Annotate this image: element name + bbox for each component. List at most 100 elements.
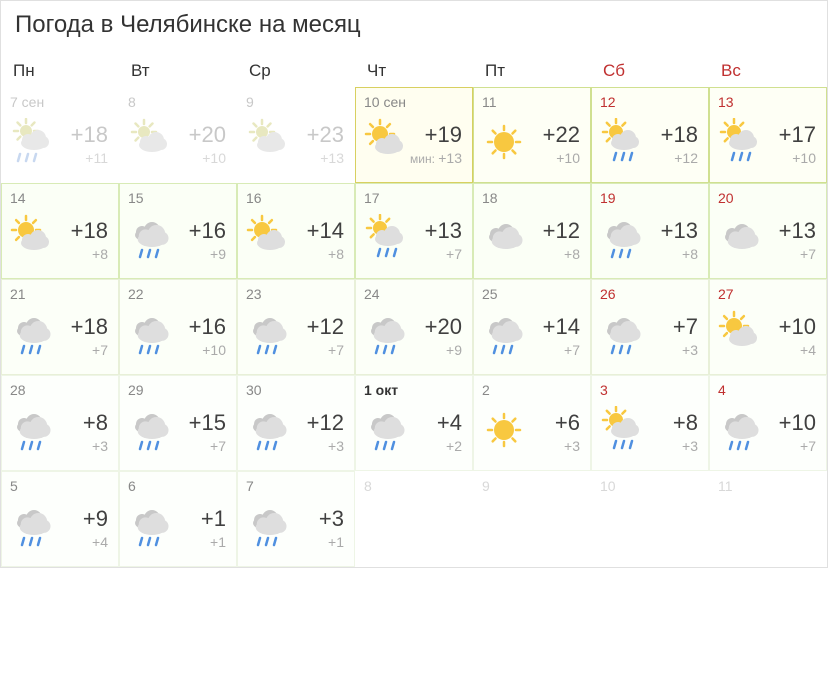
- calendar-day[interactable]: 9 +23 +13: [237, 87, 355, 183]
- calendar-day[interactable]: 30 +12+3: [237, 375, 355, 471]
- cloud-rain-icon: [8, 502, 56, 550]
- calendar-day[interactable]: 12 +18+12: [591, 87, 709, 183]
- calendar-day[interactable]: 25 +14+7: [473, 279, 591, 375]
- page-title: Погода в Челябинске на месяц: [1, 1, 827, 47]
- day-date: 22: [128, 286, 226, 302]
- calendar-day[interactable]: 27 +10+4: [709, 279, 827, 375]
- temp-low: +7: [779, 246, 816, 262]
- weekday-header: Сб: [591, 47, 709, 87]
- temp-high: +8: [673, 412, 698, 434]
- temp-low: +3: [83, 438, 108, 454]
- temp-low: +8: [661, 246, 698, 262]
- temp-high: +12: [307, 316, 344, 338]
- temp-low: +8: [71, 246, 108, 262]
- calendar-day[interactable]: 1 окт +4+2: [355, 375, 473, 471]
- day-date: 7: [246, 478, 344, 494]
- temp-high: +17: [779, 124, 816, 146]
- day-temps: +13+8: [661, 220, 698, 262]
- calendar-day[interactable]: 13 +17+10: [709, 87, 827, 183]
- temp-high: +20: [425, 316, 462, 338]
- sun-cloud-rain-icon: [362, 214, 410, 262]
- calendar-day[interactable]: 26 +7+3: [591, 279, 709, 375]
- calendar-day[interactable]: 4 +10+7: [709, 375, 827, 471]
- partly-rain-icon: [8, 118, 56, 166]
- calendar-day[interactable]: 29 +15+7: [119, 375, 237, 471]
- day-date: 26: [600, 286, 698, 302]
- day-date: 1 окт: [364, 382, 462, 398]
- day-temps: +17+10: [779, 124, 816, 166]
- day-temps: +8+3: [673, 412, 698, 454]
- calendar-day[interactable]: 6 +1+1: [119, 471, 237, 567]
- calendar-day[interactable]: 17 +13+7: [355, 183, 473, 279]
- temp-high: +3: [319, 508, 344, 530]
- day-date: 18: [482, 190, 580, 206]
- temp-high: +23: [307, 124, 344, 146]
- day-temps: +8+3: [83, 412, 108, 454]
- day-date: 13: [718, 94, 816, 110]
- day-temps: +18+11: [71, 124, 108, 166]
- temp-high: +10: [779, 316, 816, 338]
- temp-high: +18: [71, 316, 108, 338]
- temp-low: +7: [307, 342, 344, 358]
- temp-low: +7: [189, 438, 226, 454]
- day-date: 24: [364, 286, 462, 302]
- day-date: 15: [128, 190, 226, 206]
- temp-low: +11: [71, 150, 108, 166]
- temp-low: +1: [201, 534, 226, 550]
- temp-low: +10: [779, 150, 816, 166]
- day-temps: +14+7: [543, 316, 580, 358]
- temp-low: +13: [307, 150, 344, 166]
- temp-low: +7: [543, 342, 580, 358]
- calendar-day[interactable]: 24 +20+9: [355, 279, 473, 375]
- calendar-day[interactable]: 18 +12+8: [473, 183, 591, 279]
- day-date: 9: [246, 94, 344, 110]
- calendar-day[interactable]: 3 +8+3: [591, 375, 709, 471]
- calendar-day: 11: [709, 471, 827, 567]
- day-temps: +3+1: [319, 508, 344, 550]
- day-date: 23: [246, 286, 344, 302]
- calendar-day[interactable]: 5 +9+4: [1, 471, 119, 567]
- temp-high: +18: [661, 124, 698, 146]
- day-temps: +20+9: [425, 316, 462, 358]
- temp-low: +9: [189, 246, 226, 262]
- calendar-day[interactable]: 11+22+10: [473, 87, 591, 183]
- calendar-day[interactable]: 10 сен +19мин: +13: [355, 87, 473, 183]
- temp-low: +3: [673, 438, 698, 454]
- cloud-rain-icon: [8, 310, 56, 358]
- sun-cloud-rain-icon: [716, 118, 764, 166]
- temp-high: +12: [543, 220, 580, 242]
- calendar-day[interactable]: 20 +13+7: [709, 183, 827, 279]
- temp-low: +10: [543, 150, 580, 166]
- weekday-header: Вс: [709, 47, 827, 87]
- day-date: 2: [482, 382, 580, 398]
- day-temps: +12+8: [543, 220, 580, 262]
- cloud-icon: [716, 214, 764, 262]
- calendar-day[interactable]: 15 +16 +9: [119, 183, 237, 279]
- calendar-day[interactable]: 14 +18+8: [1, 183, 119, 279]
- temp-high: +6: [555, 412, 580, 434]
- temp-high: +9: [83, 508, 108, 530]
- sun-cloud-icon: [362, 118, 410, 166]
- day-date: 8: [128, 94, 226, 110]
- calendar-day[interactable]: 8 +20+10: [119, 87, 237, 183]
- calendar-day[interactable]: 19 +13+8: [591, 183, 709, 279]
- calendar-day[interactable]: 16 +14+8: [237, 183, 355, 279]
- calendar-day[interactable]: 23 +12 +7: [237, 279, 355, 375]
- calendar-day[interactable]: 21 +18+7: [1, 279, 119, 375]
- day-date: 5: [10, 478, 108, 494]
- calendar-day[interactable]: 7 +3+1: [237, 471, 355, 567]
- day-temps: +18+12: [661, 124, 698, 166]
- calendar-day[interactable]: 2+6+3: [473, 375, 591, 471]
- day-temps: +14+8: [307, 220, 344, 262]
- temp-high: +16: [189, 220, 226, 242]
- day-date: 9: [482, 478, 580, 494]
- calendar-day[interactable]: 22 +16+10: [119, 279, 237, 375]
- temp-high: +13: [425, 220, 462, 242]
- calendar-day[interactable]: 7 сен +18+11: [1, 87, 119, 183]
- weekday-header: Пт: [473, 47, 591, 87]
- day-date: 3: [600, 382, 698, 398]
- day-date: 17: [364, 190, 462, 206]
- calendar-day[interactable]: 28 +8+3: [1, 375, 119, 471]
- day-date: 12: [600, 94, 698, 110]
- day-date: 7 сен: [10, 94, 108, 110]
